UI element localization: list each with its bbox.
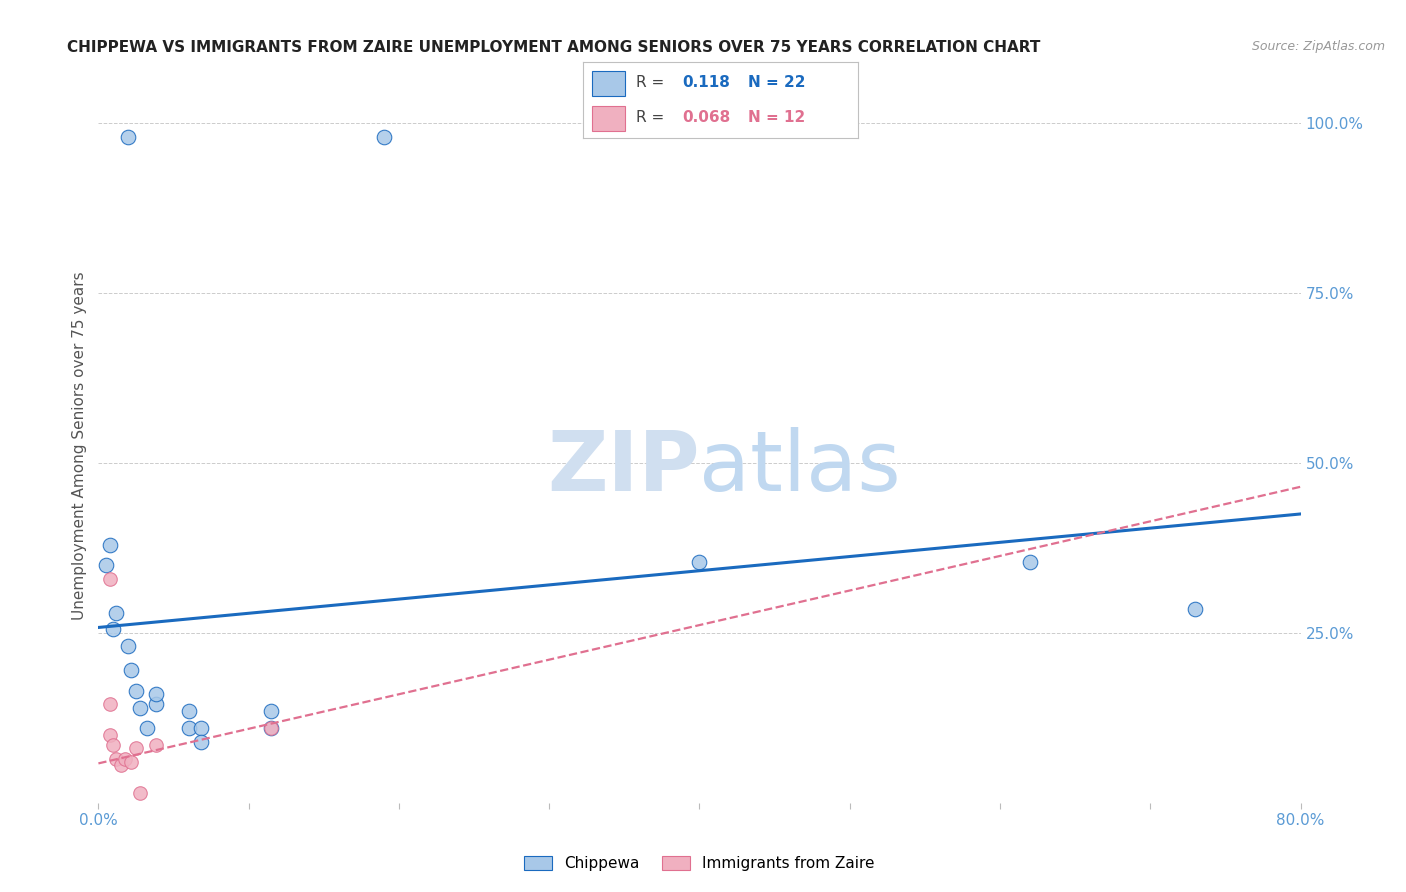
Point [135, 721, 157, 735]
Point [145, 738, 167, 752]
Point [121, 755, 143, 769]
Point [145, 687, 167, 701]
Point [100, 572, 122, 586]
Point [114, 751, 136, 765]
Point [100, 728, 122, 742]
Point [125, 741, 148, 756]
Point [1184, 602, 1206, 616]
Point [110, 758, 132, 772]
Text: N = 22: N = 22 [748, 76, 806, 90]
Text: R =: R = [636, 111, 669, 125]
Bar [592, 105, 624, 130]
Text: Source: ZipAtlas.com: Source: ZipAtlas.com [1251, 40, 1385, 54]
Point [145, 698, 167, 712]
Point [121, 663, 143, 677]
Text: atlas: atlas [700, 427, 901, 508]
Point [689, 555, 711, 569]
Text: 0.118: 0.118 [682, 76, 730, 90]
Point [177, 721, 200, 735]
Point [100, 698, 122, 712]
Point [129, 700, 152, 714]
Point [260, 704, 283, 718]
Text: CHIPPEWA VS IMMIGRANTS FROM ZAIRE UNEMPLOYMENT AMONG SENIORS OVER 75 YEARS CORRE: CHIPPEWA VS IMMIGRANTS FROM ZAIRE UNEMPL… [67, 40, 1040, 55]
Point [125, 683, 148, 698]
Point [117, 129, 139, 144]
Point [177, 704, 200, 718]
Point [373, 129, 395, 144]
Point [129, 786, 152, 800]
Point [260, 721, 283, 735]
Point [103, 738, 125, 752]
Legend: Chippewa, Immigrants from Zaire: Chippewa, Immigrants from Zaire [519, 850, 880, 877]
Text: 0.068: 0.068 [682, 111, 731, 125]
Point [94, 558, 117, 572]
Text: N = 12: N = 12 [748, 111, 806, 125]
Y-axis label: Unemployment Among Seniors over 75 years: Unemployment Among Seniors over 75 years [72, 272, 87, 620]
Point [103, 623, 125, 637]
Point [190, 734, 212, 748]
Bar [592, 70, 624, 95]
Point [117, 640, 139, 654]
Point [190, 721, 212, 735]
Text: ZIP: ZIP [547, 427, 700, 508]
Point [100, 537, 122, 551]
Point [260, 721, 283, 735]
Text: R =: R = [636, 76, 669, 90]
Point [105, 751, 128, 765]
Point [105, 606, 128, 620]
Point [1019, 555, 1042, 569]
